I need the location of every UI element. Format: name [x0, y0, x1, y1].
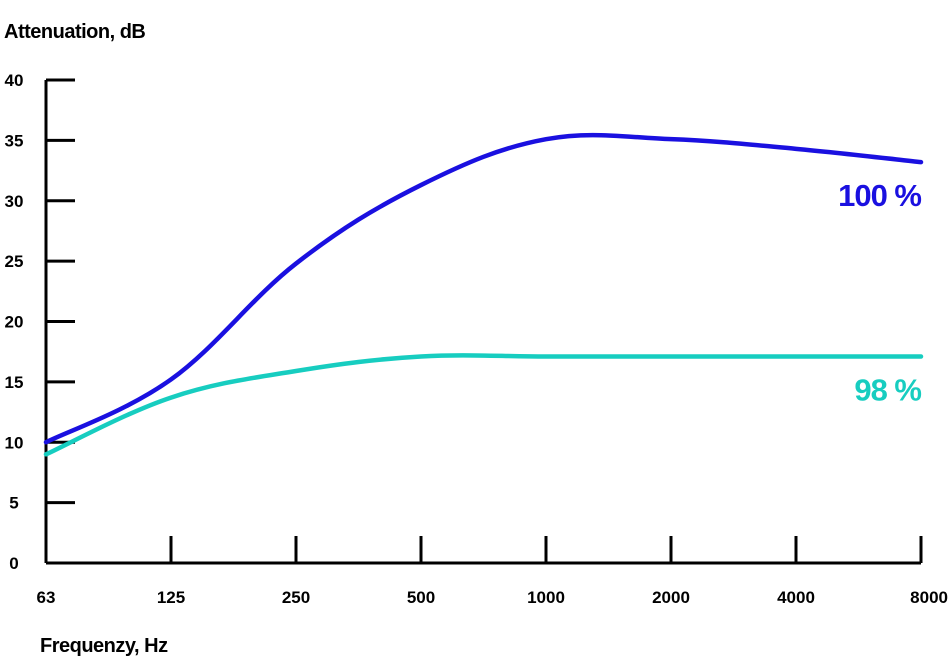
x-tick-label: 63: [37, 588, 56, 607]
series-label: 100 %: [838, 178, 921, 213]
x-tick-label: 4000: [777, 588, 815, 607]
series-line: [43, 132, 924, 445]
y-tick-label: 20: [5, 313, 24, 332]
x-tick-label: 8000: [910, 588, 948, 607]
series-lines: [43, 132, 924, 457]
x-ticks: 63 125 250 500 1000 2000 4000 8000: [37, 536, 948, 607]
y-tick-label: 40: [5, 71, 24, 90]
series-line: [43, 353, 924, 457]
x-tick-label: 2000: [652, 588, 690, 607]
y-tick-label: 10: [5, 433, 24, 452]
x-axis-title: Frequenzy, Hz: [40, 635, 168, 657]
y-tick-label: 25: [5, 252, 24, 271]
y-ticks: 0 5 10 15 20 25 30 35 40: [5, 71, 75, 573]
y-axis-title: Attenuation, dB: [4, 21, 145, 43]
series-label: 98 %: [854, 373, 921, 408]
y-tick-label: 30: [5, 192, 24, 211]
y-tick-label: 5: [9, 494, 18, 513]
x-tick-label: 125: [157, 588, 185, 607]
axes: [44, 80, 921, 565]
x-tick-label: 500: [407, 588, 435, 607]
x-tick-label: 1000: [527, 588, 565, 607]
y-tick-label: 15: [5, 373, 24, 392]
y-tick-label: 35: [5, 131, 24, 150]
y-tick-label: 0: [9, 554, 18, 573]
series-labels: 100 % 98 %: [838, 178, 922, 408]
x-tick-label: 250: [282, 588, 310, 607]
